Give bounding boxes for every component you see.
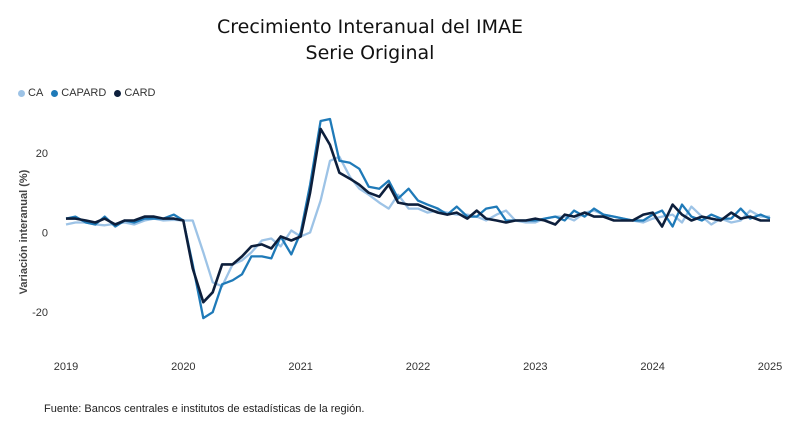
chart-legend: CA CAPARD CARD <box>18 87 155 99</box>
y-tick-label: 0 <box>42 228 48 240</box>
x-tick-label: 2021 <box>288 361 312 373</box>
series-lines <box>65 117 771 320</box>
chart-subtitle: Serie Original <box>305 42 435 64</box>
legend-item-card: CARD <box>114 87 155 99</box>
series-line-card <box>66 127 770 304</box>
x-tick-label: 2024 <box>640 361 664 373</box>
x-tick-label: 2019 <box>54 361 78 373</box>
x-tick-label: 2025 <box>758 361 782 373</box>
y-tick-labels: -20 0 20 <box>32 148 48 319</box>
x-tick-label: 2020 <box>171 361 195 373</box>
legend-swatch-ca <box>18 89 25 97</box>
legend-item-ca: CA <box>18 87 43 99</box>
legend-label-card: CARD <box>124 87 156 99</box>
y-tick-label: -20 <box>32 307 48 319</box>
legend-label-capard: CAPARD <box>61 87 107 99</box>
x-tick-label: 2022 <box>406 361 430 373</box>
legend-item-capard: CAPARD <box>51 87 106 99</box>
legend-label-ca: CA <box>28 87 44 99</box>
y-tick-label: 20 <box>36 148 48 160</box>
legend-swatch-capard <box>51 89 59 97</box>
chart-title: Crecimiento Interanual del IMAE <box>216 16 524 38</box>
legend-swatch-card <box>114 89 122 97</box>
x-tick-labels: 2019 2020 2021 2022 2023 2024 2025 <box>54 361 782 373</box>
source-note: Fuente: Bancos centrales e institutos de… <box>44 403 365 415</box>
x-tick-label: 2023 <box>523 361 547 373</box>
